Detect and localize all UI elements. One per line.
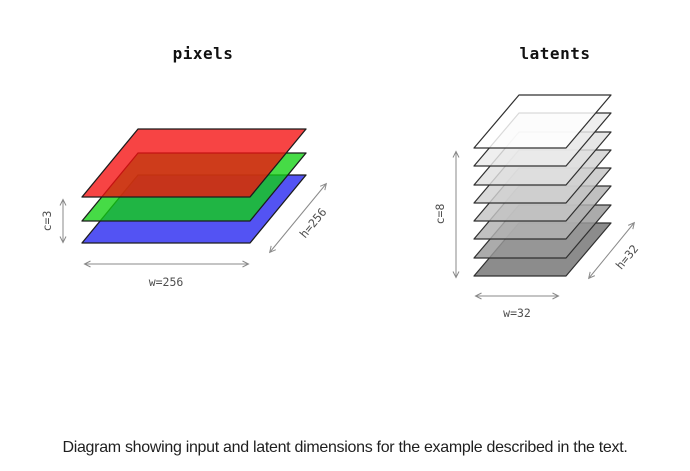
caption: Diagram showing input and latent dimensi…: [62, 439, 628, 456]
pixels-layer-red: [81, 128, 307, 198]
latents-c-label: c=8: [433, 204, 447, 225]
latents-layer-1: [473, 94, 612, 149]
pixels-h-dimension-arrow: [268, 182, 328, 254]
pixels-stack: [81, 128, 307, 244]
pixels-c-label: c=3: [40, 211, 54, 232]
pixels-h-label: h=256: [297, 205, 330, 241]
pixels-w-label: w=256: [149, 275, 184, 289]
latents-w-label: w=32: [503, 306, 531, 320]
latents-h-label: h=32: [613, 242, 641, 272]
latents-h-dimension-arrow: [587, 221, 636, 280]
pixels-title: pixels: [172, 44, 234, 63]
latents-title: latents: [519, 44, 591, 63]
latents-stack: [473, 94, 612, 277]
